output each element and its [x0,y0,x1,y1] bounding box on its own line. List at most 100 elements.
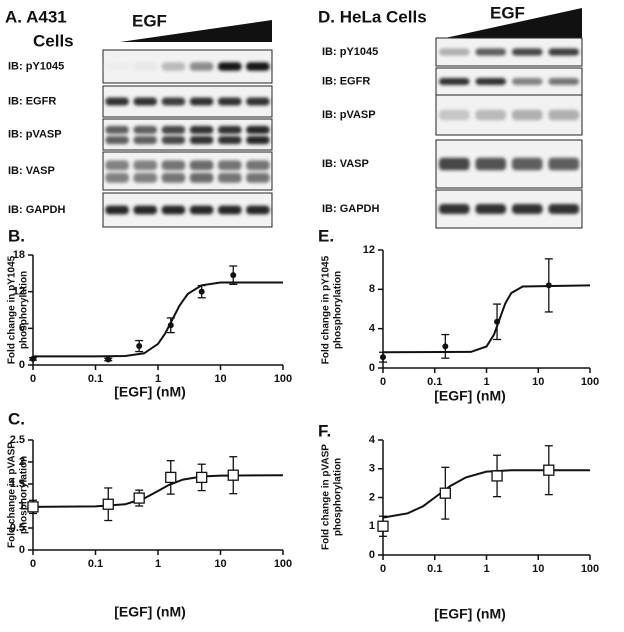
y-tick-label: 8 [369,283,375,295]
blot-band [548,157,580,171]
x-tick-label: 1 [483,376,489,388]
x-tick-label: 100 [581,376,599,388]
blot-band [246,160,270,171]
x-tick-label: 1 [155,373,161,385]
data-point [494,318,501,325]
data-point [543,464,555,476]
data-point [27,501,39,513]
blot-band [475,77,507,86]
blot-band [189,205,214,215]
x-tick-label: 0 [380,376,386,388]
y-axis-label: Fold change in pY1045 [321,255,332,364]
blot-band [246,62,270,71]
data-point [380,354,386,361]
x-tick-label: 10 [532,563,544,575]
panel-label: B. [8,226,25,245]
y-tick-label: 0 [369,549,375,561]
blot-band [475,48,507,56]
data-point [545,282,552,289]
blot-label: IB: GAPDH [8,204,66,216]
y-tick-label: 18 [13,249,25,261]
y-tick-label: 0 [19,359,25,371]
blot-label: IB: pVASP [322,109,376,121]
blot-frame [102,118,273,151]
blot-band [189,62,214,71]
blot-band [217,62,242,71]
blot-frame [102,151,273,191]
blot-band [548,109,580,121]
y-tick-label: 2.5 [10,434,25,446]
x-axis-label: [EGF] (nM) [114,384,186,400]
blot-band [105,97,129,106]
blot-band [548,48,580,56]
y-tick-label: 2 [369,491,375,503]
blot-band [161,125,186,134]
y-axis-label: phosphorylation [333,458,344,536]
panel-title: Cells [33,31,74,50]
fit-curve [32,474,284,508]
y-tick-label: 0.5 [10,522,25,534]
panel-label: E. [318,226,334,245]
y-tick-label: 1 [369,520,375,532]
x-tick-label: 100 [274,558,292,570]
x-tick-label: 0 [30,373,36,385]
panel-label: F. [318,421,331,440]
blot-band [189,97,214,106]
y-tick-label: 4 [369,323,376,335]
blot-band [475,157,507,171]
y-tick-label: 2 [19,456,25,468]
fit-curve [382,284,591,354]
blot-band [246,97,270,106]
blot-band [217,136,242,145]
blot-label: IB: EGFR [8,95,56,107]
blot-label: IB: VASP [8,165,55,177]
blot-band [511,109,543,121]
blot-band [133,205,158,215]
blot-band [217,160,242,171]
blot-band [161,62,186,71]
fit-curve [382,469,590,519]
blot-label: IB: pY1045 [8,60,64,72]
x-tick-label: 0.1 [427,376,442,388]
y-tick-label: 0 [19,544,25,556]
y-axis-label: Fold change in pY1045 [7,255,18,364]
x-tick-label: 10 [214,373,226,385]
blot-band [438,109,470,121]
blot-band [217,205,242,215]
blot-band [475,109,507,121]
y-tick-label: 4 [369,434,376,446]
data-point [102,498,114,510]
blot-band [161,136,186,145]
blot-band [511,157,543,171]
blot-label: IB: VASP [322,158,369,170]
blot-band [475,204,507,214]
data-point [165,471,177,484]
blot-band [246,172,270,183]
blot-band [105,125,129,134]
treatment-label: EGF [490,3,525,22]
x-axis-label: [EGF] (nM) [114,604,186,620]
blot-label: IB: pY1045 [322,46,378,58]
data-point [196,471,208,484]
blot-band [511,77,543,86]
y-tick-label: 1 [19,500,25,512]
x-tick-label: 1 [155,558,161,570]
blot-band [246,125,270,134]
x-tick-label: 0.1 [427,563,442,575]
blot-frame [102,49,273,84]
blot-band [217,125,242,134]
dose-wedge [436,8,582,40]
y-tick-label: 12 [363,244,375,256]
data-point [491,470,503,482]
blot-band [189,136,214,145]
x-tick-label: 1 [483,563,489,575]
blot-band [161,97,186,106]
blot-band [133,136,158,145]
blot-label: IB: EGFR [322,75,370,87]
y-tick-label: 0 [369,362,375,374]
data-point [167,322,174,329]
x-tick-label: 100 [274,373,292,385]
x-tick-label: 10 [214,558,226,570]
data-point [230,272,237,279]
